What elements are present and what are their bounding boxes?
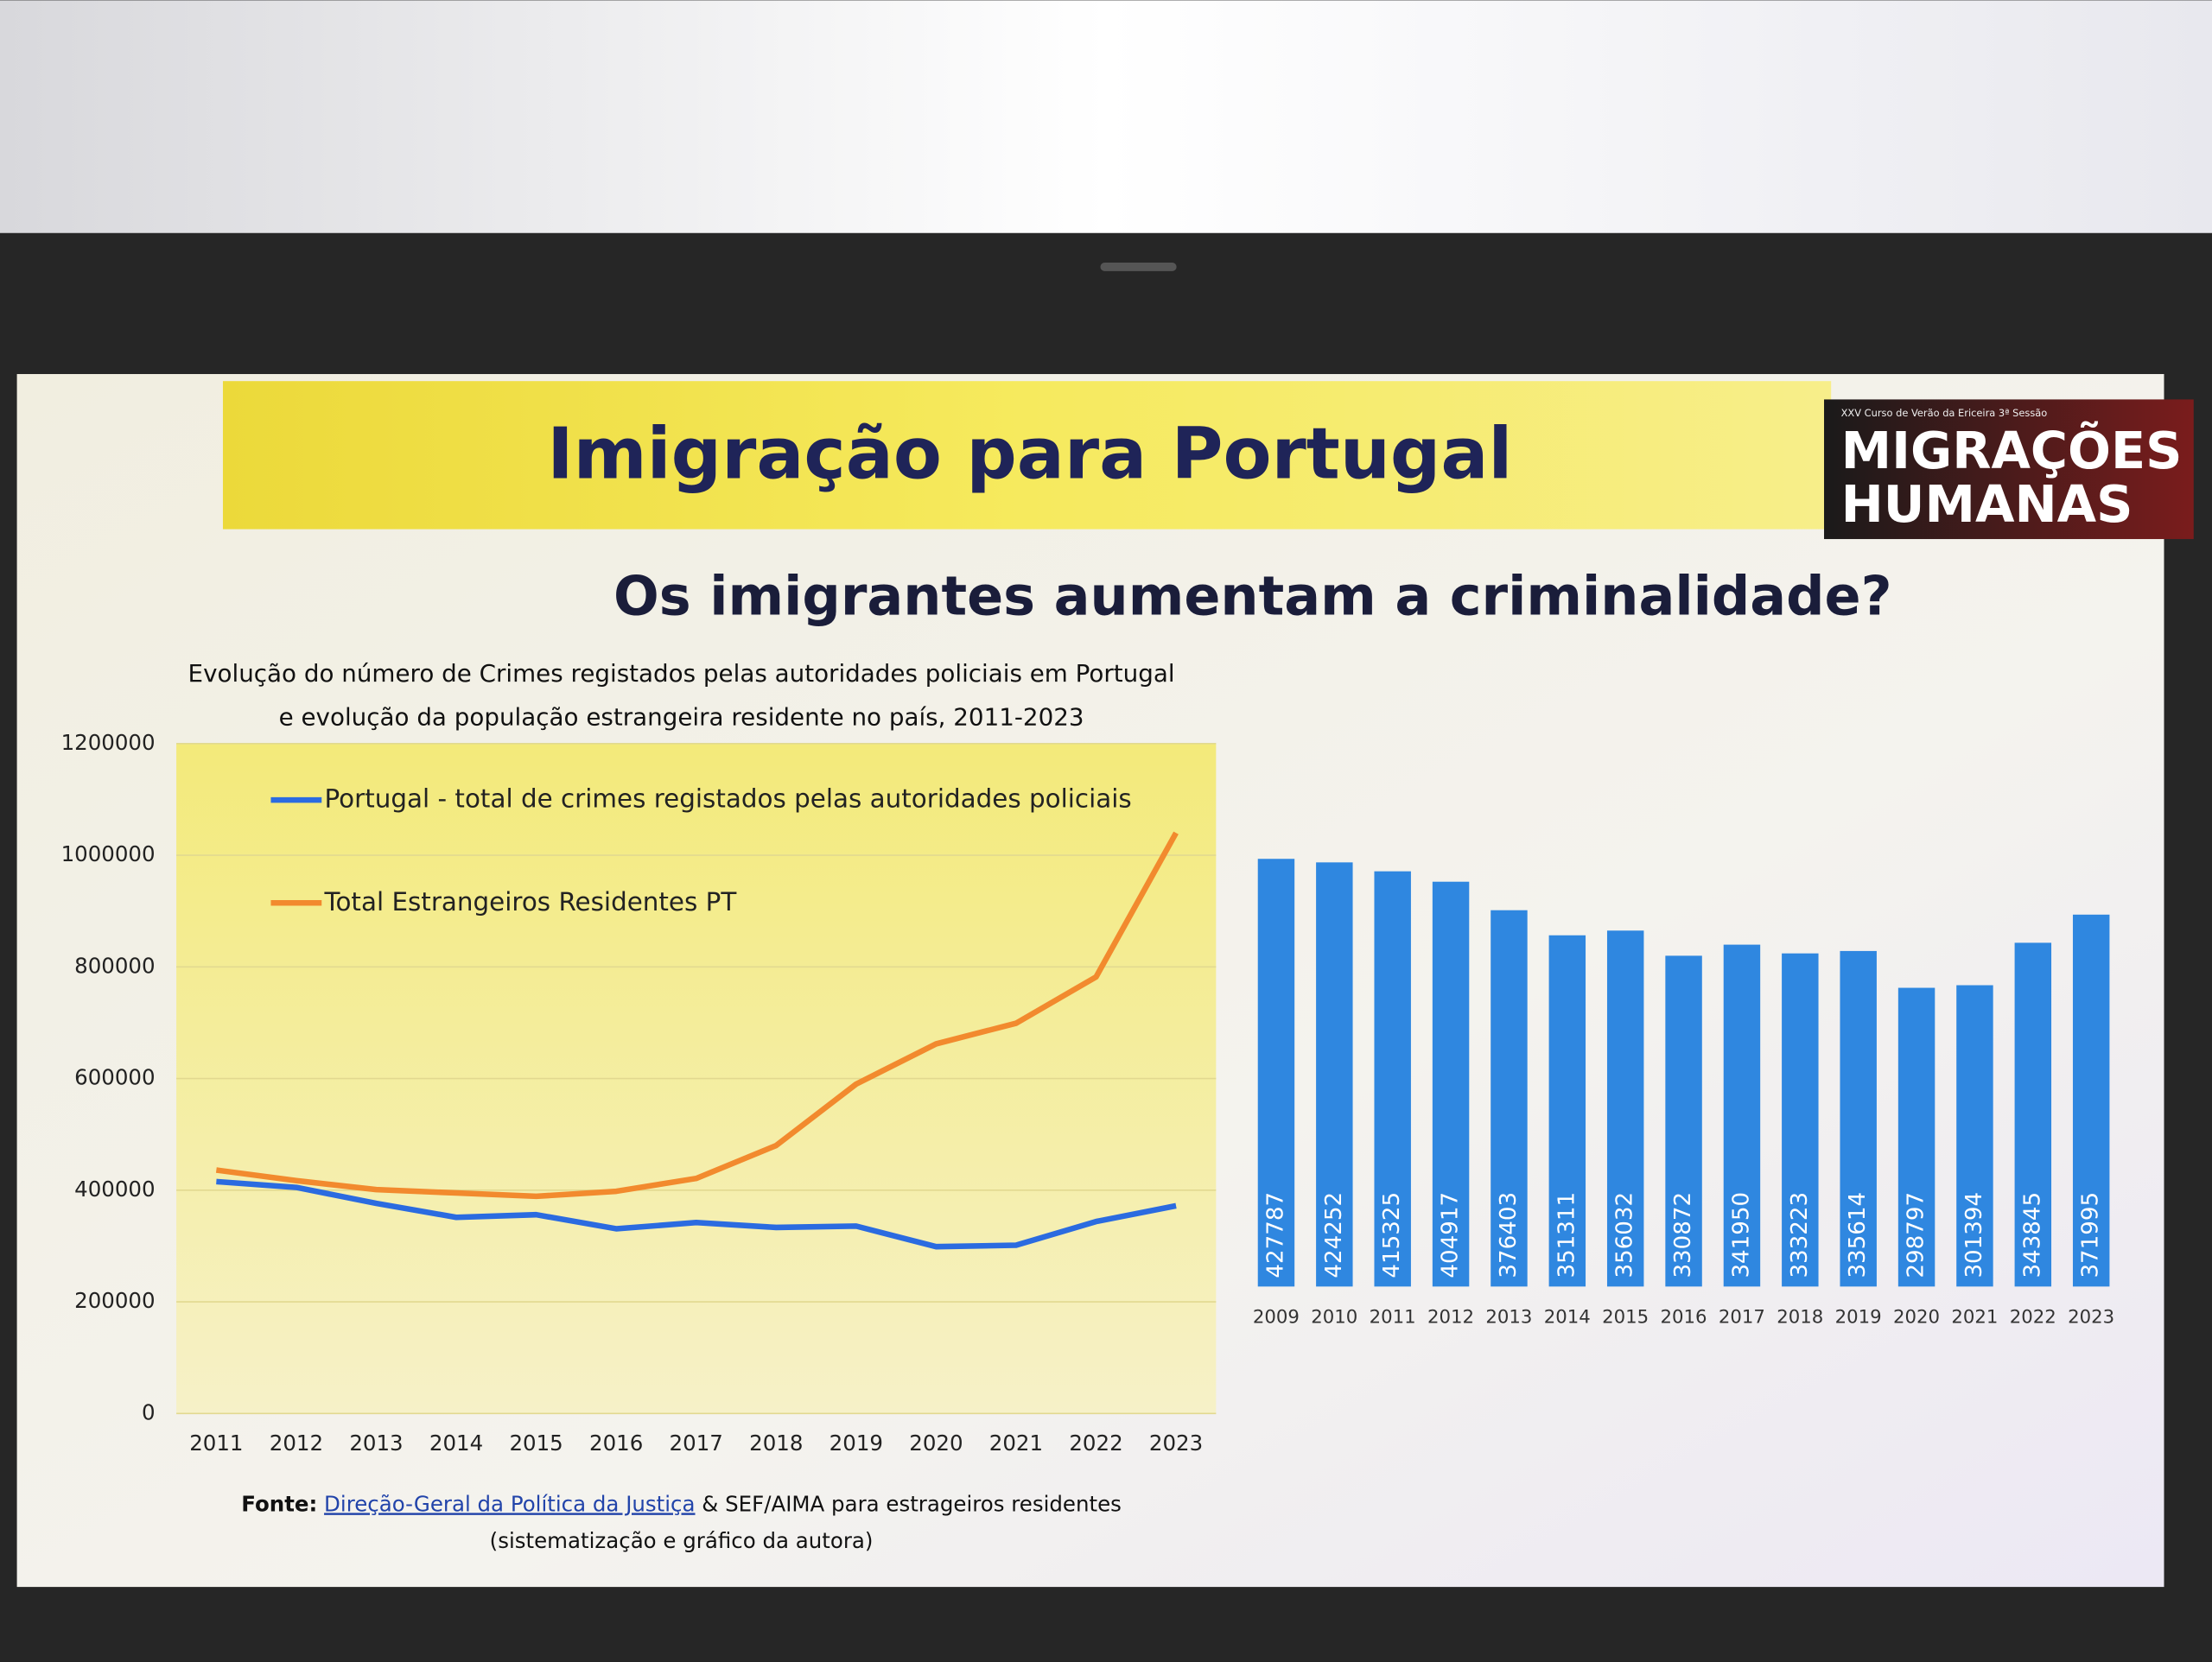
data-label: 371995: [2078, 1192, 2104, 1278]
x-tick-label: 2018: [1777, 1306, 1823, 1328]
x-tick-label: 2009: [1253, 1306, 1300, 1328]
data-label: 415325: [1379, 1192, 1405, 1278]
bar: [1432, 881, 1470, 1287]
x-tick-label: 2022: [1069, 1430, 1122, 1456]
y-tick-label: 200000: [74, 1288, 155, 1313]
data-label: 335614: [1845, 1192, 1871, 1278]
data-label: 341950: [1728, 1192, 1754, 1278]
data-line: [215, 831, 1179, 1200]
x-tick-label: 2014: [429, 1430, 483, 1456]
bar: [1257, 859, 1295, 1287]
logo-line: HUMANAS: [1841, 474, 2133, 534]
x-tick-label: 2023: [1149, 1430, 1203, 1456]
data-label: 376403: [1496, 1192, 1522, 1278]
x-tick-label: 2021: [1951, 1306, 1998, 1328]
x-tick-label: 2013: [1485, 1306, 1532, 1328]
data-label: 424252: [1321, 1192, 1347, 1278]
x-tick-label: 2013: [349, 1430, 403, 1456]
bar-chart: 427787 2009 424252 2010 415325 2011 404917 2012…: [1253, 859, 2114, 1328]
x-tick-label: 2020: [1893, 1306, 1940, 1328]
x-tick-label: 2015: [1602, 1306, 1649, 1328]
chart-title: e evolução da população estrangeira resi…: [279, 702, 1084, 731]
data-label: 301394: [1961, 1192, 1987, 1278]
y-tick-label: 1200000: [61, 730, 156, 755]
bar: [1491, 910, 1528, 1287]
source-note: (sistematização e gráfico da autora): [490, 1528, 874, 1553]
x-tick-label: 2019: [1835, 1306, 1882, 1328]
bar: [1606, 930, 1644, 1287]
data-label: 404917: [1438, 1192, 1464, 1278]
source-label: Fonte:: [241, 1491, 317, 1516]
bar: [1723, 944, 1761, 1287]
x-tick-label: 2020: [909, 1430, 963, 1456]
y-tick-label: 400000: [74, 1177, 155, 1202]
data-label: 427787: [1262, 1192, 1288, 1278]
bar: [1897, 987, 1936, 1287]
x-tick-label: 2012: [1427, 1306, 1474, 1328]
bar: [1665, 955, 1702, 1287]
bar: [1840, 950, 1877, 1287]
y-tick-label: 600000: [74, 1065, 155, 1090]
bar: [2072, 914, 2110, 1287]
slide-title: Imigração para Portugal: [547, 413, 1512, 495]
legend-label: Portugal - total de crimes registados pe…: [325, 784, 1132, 814]
x-tick-label: 2016: [589, 1430, 643, 1456]
y-tick-label: 0: [142, 1399, 156, 1424]
x-tick-label: 2011: [1370, 1306, 1416, 1328]
wall: [0, 0, 2212, 240]
bar: [1316, 862, 1353, 1287]
data-label: 351311: [1554, 1192, 1580, 1278]
line-chart: 0 200000 400000 600000 800000 1000000 1200000 2…: [61, 730, 1217, 1456]
source-text: & SEF/AIMA para estrageiros residentes: [702, 1491, 1122, 1516]
data-label: 333223: [1787, 1192, 1813, 1278]
bar: [2014, 942, 2052, 1287]
x-tick-label: 2012: [270, 1430, 323, 1456]
x-tick-label: 2014: [1544, 1306, 1591, 1328]
x-tick-label: 2016: [1661, 1306, 1707, 1328]
data-label: 330872: [1670, 1192, 1696, 1278]
camera: [1100, 263, 1177, 271]
title-banner: [222, 381, 1832, 530]
source-link[interactable]: Direção-Geral da Política da Justiça: [324, 1491, 695, 1516]
x-tick-label: 2015: [509, 1430, 563, 1456]
data-label: 298797: [1904, 1192, 1929, 1278]
x-tick-label: 2010: [1311, 1306, 1357, 1328]
x-tick-label: 2017: [1719, 1306, 1765, 1328]
x-tick-label: 2011: [189, 1430, 243, 1456]
x-tick-label: 2018: [749, 1430, 803, 1456]
bar: [1548, 935, 1586, 1287]
legend-label: Total Estrangeiros Residentes PT: [324, 887, 738, 917]
logo-line: MIGRAÇÕES: [1841, 421, 2183, 480]
bar: [1956, 985, 1993, 1287]
x-tick-label: 2023: [2068, 1306, 2114, 1328]
data-label: 356032: [1612, 1192, 1638, 1278]
logo: [1824, 399, 2194, 540]
x-tick-label: 2019: [830, 1430, 883, 1456]
y-tick-label: 800000: [74, 953, 155, 978]
data-line: [216, 1178, 1177, 1250]
x-tick-label: 2021: [989, 1430, 1043, 1456]
slide-subtitle: Os imigrantes aumentam a criminalidade?: [613, 564, 1892, 627]
bar: [1782, 953, 1819, 1287]
x-tick-label: 2017: [670, 1430, 723, 1456]
x-tick-label: 2022: [2010, 1306, 2056, 1328]
data-label: 343845: [2019, 1192, 2045, 1278]
chart-title: Evolução do número de Crimes registados …: [188, 659, 1175, 688]
bar: [1374, 871, 1411, 1287]
source: Fonte: Direção-Geral da Política da Just…: [241, 1491, 1122, 1516]
y-tick-label: 1000000: [61, 841, 156, 866]
logo-caption: XXV Curso de Verão da Ericeira 3ª Sessão: [1841, 407, 2048, 419]
